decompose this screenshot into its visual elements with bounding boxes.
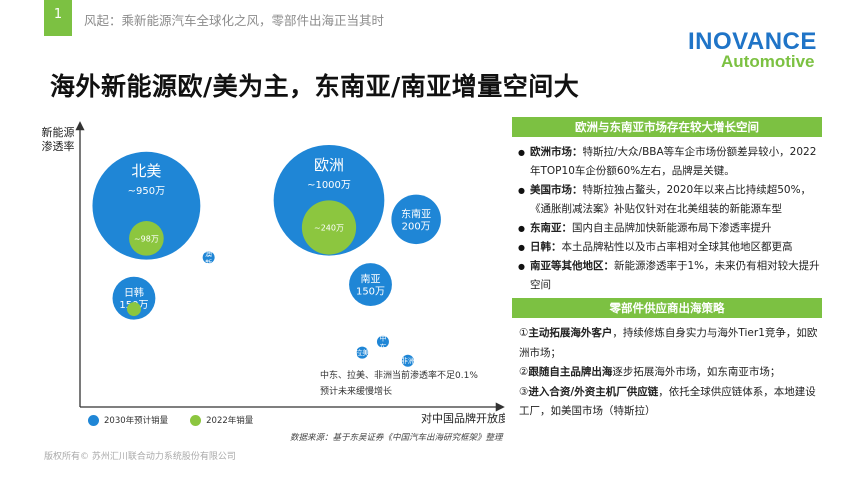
bubble-label-2030-2: 东南亚 xyxy=(401,207,431,220)
chart-legend: 2030年预计销量 2022年销量 xyxy=(88,414,275,426)
bullet-japan-korea: 日韩：本土品牌粘性以及市占率相对全球其他地区都更高 xyxy=(518,238,823,257)
bubble-label-2030-5: 澳 xyxy=(205,249,212,258)
legend-item-2030: 2030年预计销量 xyxy=(88,414,168,426)
bubble-label-2030-7: 拉美 xyxy=(355,348,369,357)
bullet-south-asia-other: 南亚等其他地区：新能源渗透率于1%，未来仍有相对较大提升空间 xyxy=(518,257,823,295)
bubble-2022-1 xyxy=(301,200,357,255)
panel-title-strategy: 零部件供应商出海策略 xyxy=(512,298,822,318)
y-axis-label: 渗透率 xyxy=(42,139,75,153)
strategy-item-1: ①主动拓展海外客户，持续修炼自身实力与海外Tier1竞争，如欧洲市场； xyxy=(519,327,818,359)
bubble-2030-0 xyxy=(92,151,201,260)
chart-annotation: 预计未来缓慢增长 xyxy=(320,385,392,397)
bubble-2022-0 xyxy=(129,221,164,256)
legend-label-2022: 2022年销量 xyxy=(206,416,254,426)
header-title: 风起：乘新能源汽车全球化之风，零部件出海正当其时 xyxy=(84,13,385,28)
bullet-southeast-asia: 东南亚：国内自主品牌加快新能源布局下渗透率提升 xyxy=(518,219,823,238)
strategy-item-2: ②跟随自主品牌出海逐步拓展海外市场，如东南亚市场； xyxy=(519,366,781,378)
bubble-label-2030-1: ~1000万 xyxy=(307,180,351,191)
company-logo: INOVANCE xyxy=(688,28,817,55)
bubble-2030-1 xyxy=(273,144,385,256)
bullet-europe: 欧洲市场：特斯拉/大众/BBA等车企市场份额差异较小，2022年TOP10车企份… xyxy=(518,143,823,181)
bubble-label-2030-1: 欧洲 xyxy=(314,156,344,174)
bubble-2030-3 xyxy=(349,263,392,307)
panel-title-growth: 欧洲与东南亚市场存在较大增长空间 xyxy=(512,117,822,137)
company-logo-sub: Automotive xyxy=(721,52,815,71)
bubble-2030-5 xyxy=(202,251,215,264)
legend-swatch-2022 xyxy=(190,414,202,426)
bullet-usa: 美国市场：特斯拉独占鳌头，2020年以来占比持续超50%，《通胀削减法案》补贴仅… xyxy=(518,181,823,219)
y-axis-label: 新能源 xyxy=(42,125,75,139)
x-axis-label: 对中国品牌开放度 xyxy=(421,411,505,425)
bubble-label-2030-3: 150万 xyxy=(356,287,385,298)
bubble-label-2030-3: 南亚 xyxy=(361,273,381,286)
copyright: 版权所有© 苏州汇川联合动力系统股份有限公司 xyxy=(44,452,236,462)
bubble-2030-7 xyxy=(356,346,369,359)
bubble-2030-4 xyxy=(112,276,156,320)
bubble-label-2030-5: 新 xyxy=(205,258,212,267)
legend-item-2022: 2022年销量 xyxy=(190,414,253,426)
bubble-label-2022-1: ~240万 xyxy=(314,223,344,232)
bubble-label-2030-0: 北美 xyxy=(131,162,161,180)
bubble-label-2030-0: ~950万 xyxy=(128,186,165,197)
bubble-2030-2 xyxy=(391,194,441,245)
legend-label-2030: 2030年预计销量 xyxy=(104,416,169,426)
bubble-2030-8 xyxy=(401,354,414,367)
strategy-list: ①主动拓展海外客户，持续修炼自身实力与海外Tier1竞争，如欧洲市场； ②跟随自… xyxy=(519,324,824,422)
bubble-label-2030-6: 中 xyxy=(379,333,386,342)
source-note: 数据来源：基于东吴证券《中国汽车出海研究框架》整理 xyxy=(290,433,503,443)
bubble-2022-2 xyxy=(126,302,141,317)
page-title: 海外新能源欧/美为主，东南亚/南亚增量空间大 xyxy=(50,72,580,101)
bubble-label-2030-2: 200万 xyxy=(402,221,431,232)
bubble-label-2022-0: ~98万 xyxy=(134,234,159,243)
growth-bullet-list: 欧洲市场：特斯拉/大众/BBA等车企市场份额差异较小，2022年TOP10车企份… xyxy=(518,143,823,295)
bubble-label-2030-8: 非洲 xyxy=(401,356,415,365)
page-number: 1 xyxy=(44,0,72,36)
bubble-label-2030-4: 日韩 xyxy=(124,286,144,299)
bubble-label-2030-6: 东 xyxy=(379,342,386,351)
bubble-2030-6 xyxy=(376,335,389,348)
strategy-item-3: ③进入合资/外资主机厂供应链，依托全球供应链体系，本地建设工厂，如美国市场（特斯… xyxy=(519,385,816,418)
legend-swatch-2030 xyxy=(88,414,99,426)
chart-annotation: 中东、拉美、非洲当前渗透率不足0.1% xyxy=(320,369,478,381)
